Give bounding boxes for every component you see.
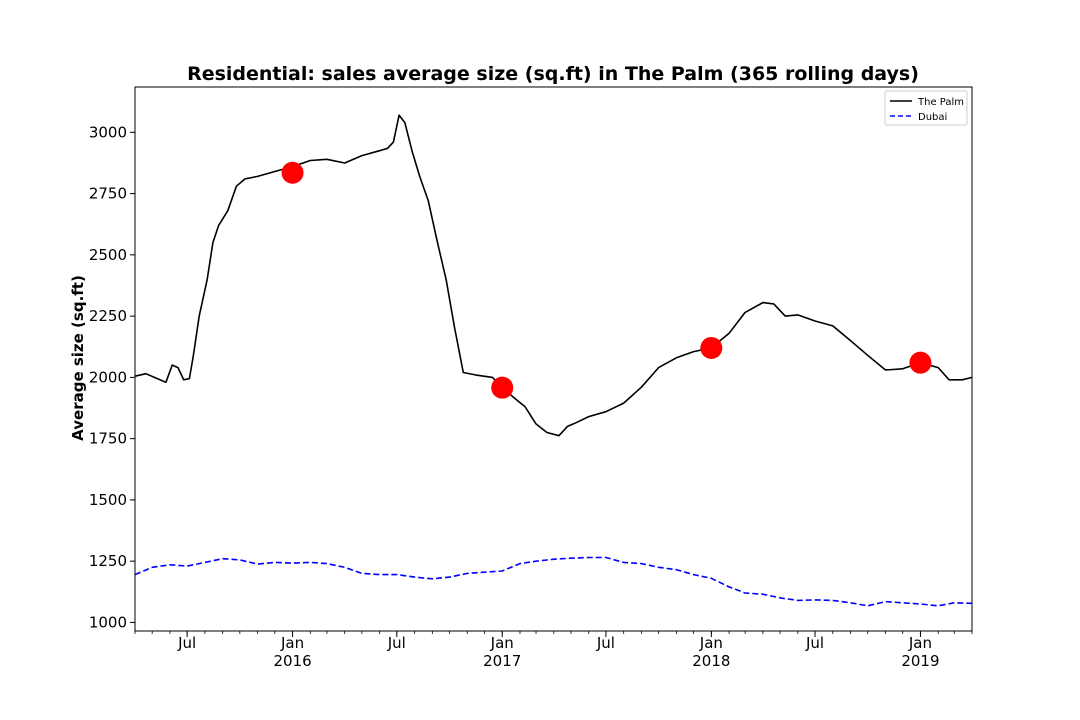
highlight-marker-3 [700, 336, 723, 359]
series-line-the-palm [134, 114, 973, 437]
x-tick-label-2019-01-01: Jan [908, 634, 932, 652]
legend: The Palm Dubai [884, 90, 968, 126]
legend-label-dubai: Dubai [918, 112, 947, 123]
x-tick-label-2015-07-01: Jul [177, 634, 196, 652]
y-tick-label-2250: 2250 [89, 307, 127, 325]
y-tick-label-2000: 2000 [89, 368, 127, 386]
series-line-dubai [134, 556, 973, 607]
legend-box [884, 90, 968, 126]
x-tick-label-2017-01-01: Jan [490, 634, 514, 652]
x-tick-label-2018-07-01: Jul [805, 634, 824, 652]
y-axis-label: Average size (sq.ft) [69, 275, 87, 441]
y-tick-label-1000: 1000 [89, 613, 127, 631]
y-tick-label-3000: 3000 [89, 123, 127, 141]
highlight-marker-2 [491, 376, 514, 399]
y-tick-label-1750: 1750 [89, 430, 127, 448]
y-tick-label-1250: 1250 [89, 552, 127, 570]
y-tick-label-2500: 2500 [89, 246, 127, 264]
highlight-marker-1 [281, 161, 304, 184]
chart-title: Residential: sales average size (sq.ft) … [187, 63, 919, 85]
x-tick-label-2016-07-01: Jul [387, 634, 406, 652]
x-tick-year-2017: 2017 [483, 652, 521, 670]
chart-axes: 1000 1250 1500 1750 2000 2250 2500 2750 3000 Jul J… [89, 86, 973, 670]
x-tick-label-2017-07-01: Jul [596, 634, 615, 652]
x-tick-label-2018-01-01: Jan [699, 634, 723, 652]
x-tick-label-2016-01-01: Jan [280, 634, 304, 652]
x-tick-year-2018: 2018 [692, 652, 730, 670]
y-tick-label-1500: 1500 [89, 491, 127, 509]
chart-marks [134, 114, 973, 607]
highlight-marker-4 [909, 351, 932, 374]
y-tick-label-2750: 2750 [89, 185, 127, 203]
x-tick-year-2019: 2019 [901, 652, 939, 670]
x-tick-year-2016: 2016 [273, 652, 311, 670]
legend-label-the-palm: The Palm [917, 97, 964, 108]
